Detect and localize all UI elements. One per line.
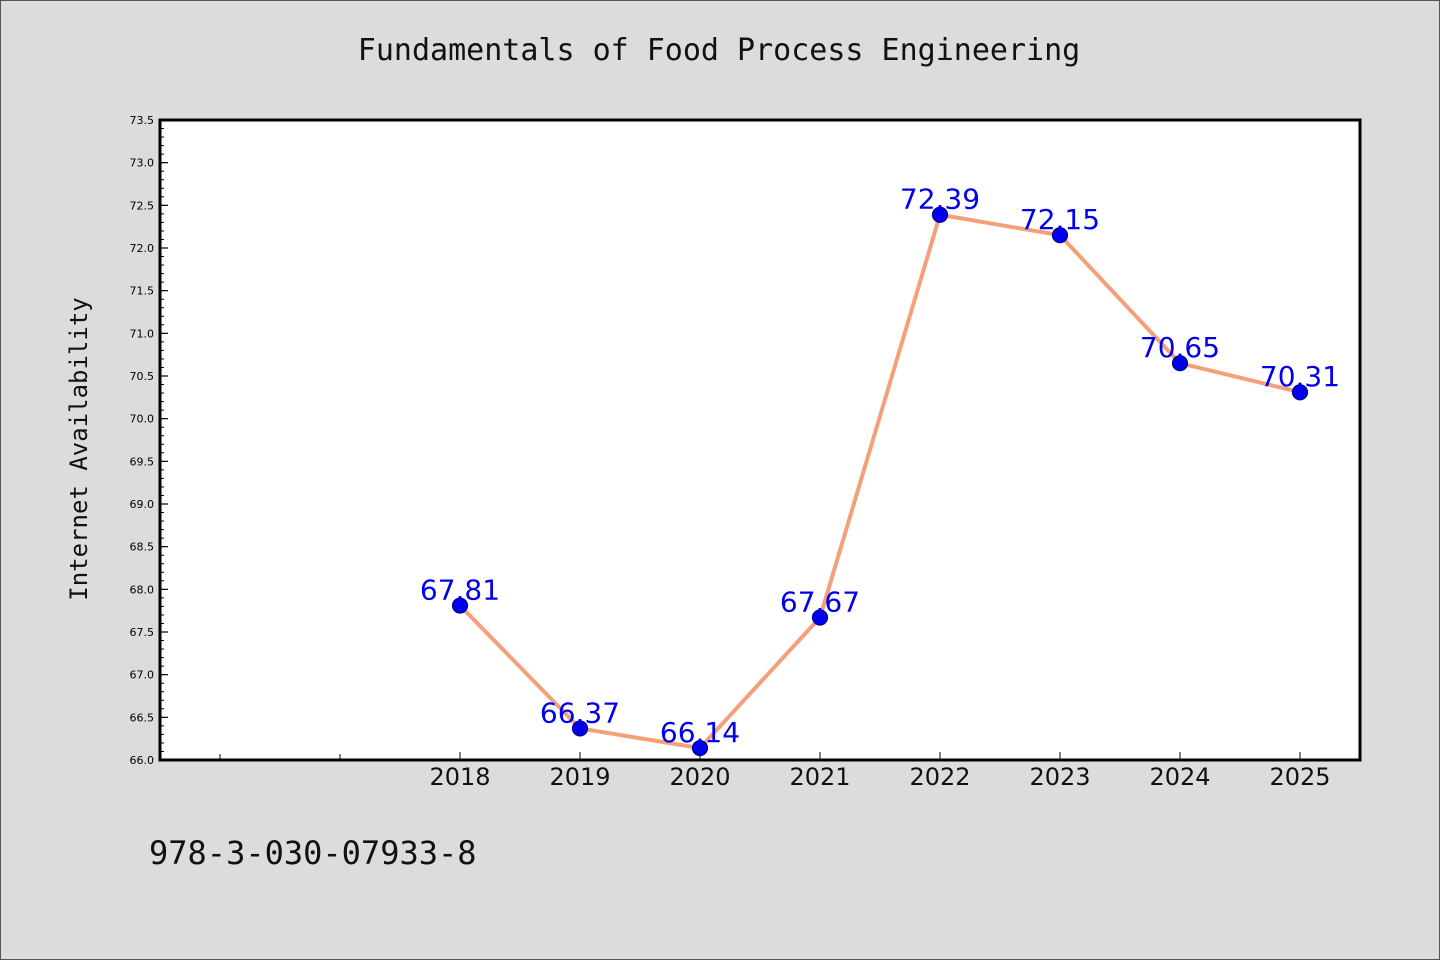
y-tick-label: 70.0: [130, 413, 155, 426]
x-tick-label: 2019: [549, 763, 610, 791]
y-tick-label: 71.0: [130, 327, 155, 340]
y-tick-label: 68.0: [130, 583, 155, 596]
data-label: 67.81: [420, 574, 500, 607]
y-tick-label: 67.0: [130, 669, 155, 682]
x-tick-label: 2022: [909, 763, 970, 791]
y-tick-label: 66.5: [130, 711, 155, 724]
y-tick-label: 72.0: [130, 242, 155, 255]
isbn-text: 978-3-030-07933-8: [149, 834, 477, 872]
y-tick-label: 69.0: [130, 498, 155, 511]
data-label: 66.14: [660, 716, 740, 749]
data-point: [1291, 384, 1309, 401]
data-label: 70.65: [1140, 331, 1220, 364]
y-tick-label: 73.5: [130, 114, 155, 127]
series-line: [458, 212, 1301, 751]
data-label: 66.37: [540, 696, 620, 729]
x-tick-label: 2023: [1029, 763, 1090, 791]
data-label: 72.39: [900, 183, 980, 216]
y-tick-label: 73.0: [130, 157, 155, 170]
data-point: [691, 739, 709, 757]
y-tick-label: 67.5: [130, 626, 155, 639]
y-tick-label: 68.5: [130, 541, 155, 554]
data-label: 72.15: [1020, 203, 1100, 236]
data-point: [931, 206, 949, 223]
data-point: [1171, 355, 1189, 372]
chart-title: Fundamentals of Food Process Engineering: [357, 33, 1081, 68]
x-tick-label: 2021: [789, 763, 850, 791]
data-label: 67.67: [780, 585, 860, 618]
data-point: [571, 720, 589, 737]
x-tick-label: 2020: [669, 763, 730, 791]
x-tick-label: 2024: [1149, 763, 1210, 791]
data-label: 70.31: [1260, 360, 1340, 393]
y-tick-label: 72.5: [130, 199, 155, 212]
y-tick-label: 70.5: [130, 370, 155, 383]
data-point: [811, 609, 829, 626]
y-tick-label: 71.5: [130, 285, 155, 298]
x-tick-label: 2018: [429, 763, 490, 791]
y-tick-label: 69.5: [130, 455, 155, 468]
plot-area: [158, 118, 1362, 762]
y-tick-label: 66.0: [130, 754, 155, 767]
data-point: [451, 597, 469, 614]
x-tick-label: 2025: [1269, 763, 1330, 791]
data-point: [1051, 227, 1069, 244]
